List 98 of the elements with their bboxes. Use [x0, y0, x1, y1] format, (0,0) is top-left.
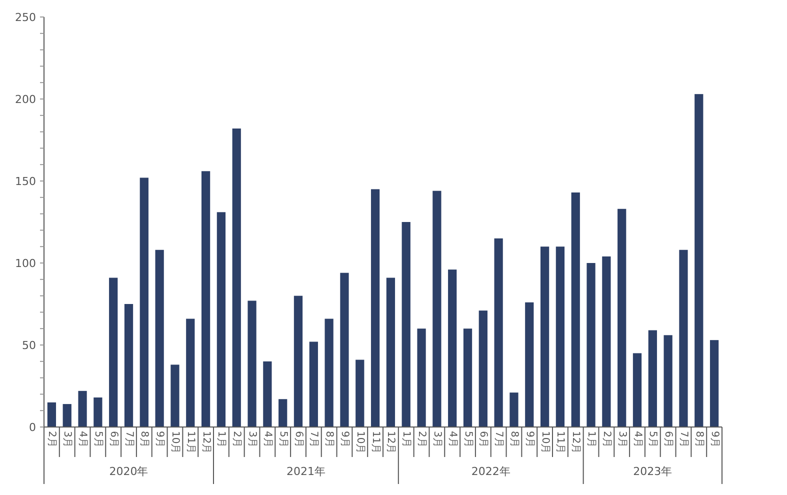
x-tick-label: 8月 — [138, 431, 150, 448]
text: 2020年 — [109, 465, 148, 478]
bar — [448, 270, 457, 427]
bar — [602, 256, 611, 427]
bar — [140, 178, 148, 427]
x-tick-label: 12月 — [385, 431, 396, 454]
x-tick-label: 8月 — [508, 431, 520, 448]
x-tick-label: 2月 — [46, 431, 58, 448]
bar — [402, 222, 410, 427]
x-tick-label: 4月 — [632, 431, 643, 448]
x-tick-label: 6月 — [478, 431, 489, 448]
x-tick-label: 4月 — [262, 431, 273, 448]
bar — [170, 364, 180, 427]
text: 2022年 — [471, 465, 510, 478]
x-tick-label: 6月 — [662, 431, 674, 448]
y-tick-label: 150 — [15, 175, 36, 188]
x-tick-label: 3月 — [431, 431, 442, 448]
x-tick-label: 1月 — [216, 431, 227, 448]
bar — [186, 318, 195, 427]
bar — [540, 246, 550, 427]
y-tick-label: 200 — [15, 93, 36, 106]
bar — [248, 300, 256, 427]
bar — [124, 304, 134, 427]
bar — [294, 296, 303, 427]
y-tick-label: 250 — [15, 11, 36, 24]
x-tick-label: 2月 — [416, 431, 428, 448]
x-tick-label: 9月 — [524, 431, 535, 448]
bar — [386, 278, 396, 427]
bar — [463, 328, 472, 427]
x-tick-label: 3月 — [62, 431, 73, 448]
bar — [263, 361, 272, 427]
x-tick-label: 7月 — [493, 431, 504, 448]
bar — [109, 278, 118, 427]
y-tick-label: 0 — [29, 421, 36, 434]
x-tick-label: 1月 — [400, 431, 412, 448]
x-tick-label: 12月 — [200, 431, 212, 454]
bar — [62, 404, 72, 427]
x-tick-label: 8月 — [324, 431, 335, 448]
x-tick-label: 5月 — [277, 431, 288, 448]
bar — [309, 342, 318, 427]
bar — [586, 263, 596, 427]
bar — [648, 330, 657, 427]
y-tick-label: 100 — [15, 257, 36, 270]
x-tick-label: 2月 — [231, 431, 242, 448]
text: 2023年 — [633, 465, 672, 478]
x-tick-label: 3月 — [246, 431, 258, 448]
bar — [201, 171, 210, 427]
bar — [710, 340, 719, 427]
x-tick-label: 9月 — [708, 431, 720, 448]
bar — [216, 212, 226, 427]
bar — [432, 190, 442, 427]
bar — [571, 192, 580, 427]
bar — [510, 392, 518, 427]
x-tick-label: 7月 — [678, 431, 689, 448]
x-tick-label: 4月 — [446, 431, 458, 448]
x-tick-label: 9月 — [154, 431, 166, 448]
bar — [417, 328, 426, 427]
x-tick-label: 11月 — [554, 431, 566, 454]
x-tick-label: 5月 — [92, 431, 104, 448]
x-tick-label: 3月 — [616, 431, 628, 448]
bar — [340, 272, 349, 427]
bar — [278, 399, 288, 427]
bar — [694, 94, 704, 427]
bar — [155, 250, 164, 427]
x-tick-label: 8月 — [693, 431, 704, 448]
bar — [232, 128, 241, 427]
x-tick-label: 7月 — [308, 431, 320, 448]
bar — [679, 250, 688, 427]
x-tick-label: 4月 — [77, 431, 88, 448]
x-tick-label: 10月 — [354, 431, 366, 454]
bar — [94, 397, 102, 427]
x-tick-label: 5月 — [462, 431, 474, 448]
bar — [324, 318, 334, 427]
x-tick-label: 11月 — [184, 431, 196, 454]
x-tick-label: 10月 — [539, 431, 550, 454]
x-tick-label: 5月 — [647, 431, 658, 448]
x-tick-label: 11月 — [370, 431, 381, 454]
x-tick-label: 1月 — [586, 431, 597, 448]
x-tick-label: 10月 — [169, 431, 180, 454]
bar — [556, 246, 565, 427]
x-tick-label: 6月 — [292, 431, 304, 448]
bar — [618, 208, 626, 427]
bar — [632, 353, 642, 427]
x-tick-label: 9月 — [338, 431, 350, 448]
x-tick-label: 2月 — [600, 431, 612, 448]
bar — [525, 302, 534, 427]
x-tick-label: 7月 — [123, 431, 134, 448]
bar — [370, 189, 380, 427]
x-tick-label: 6月 — [108, 431, 119, 448]
bar — [356, 360, 364, 427]
bar — [478, 310, 488, 427]
bar — [47, 402, 56, 427]
bar — [78, 390, 87, 427]
y-tick-label: 50 — [22, 339, 36, 352]
x-tick-label: 12月 — [570, 431, 582, 454]
text: 2021年 — [286, 465, 326, 478]
bar — [494, 238, 503, 427]
bar — [664, 335, 672, 427]
